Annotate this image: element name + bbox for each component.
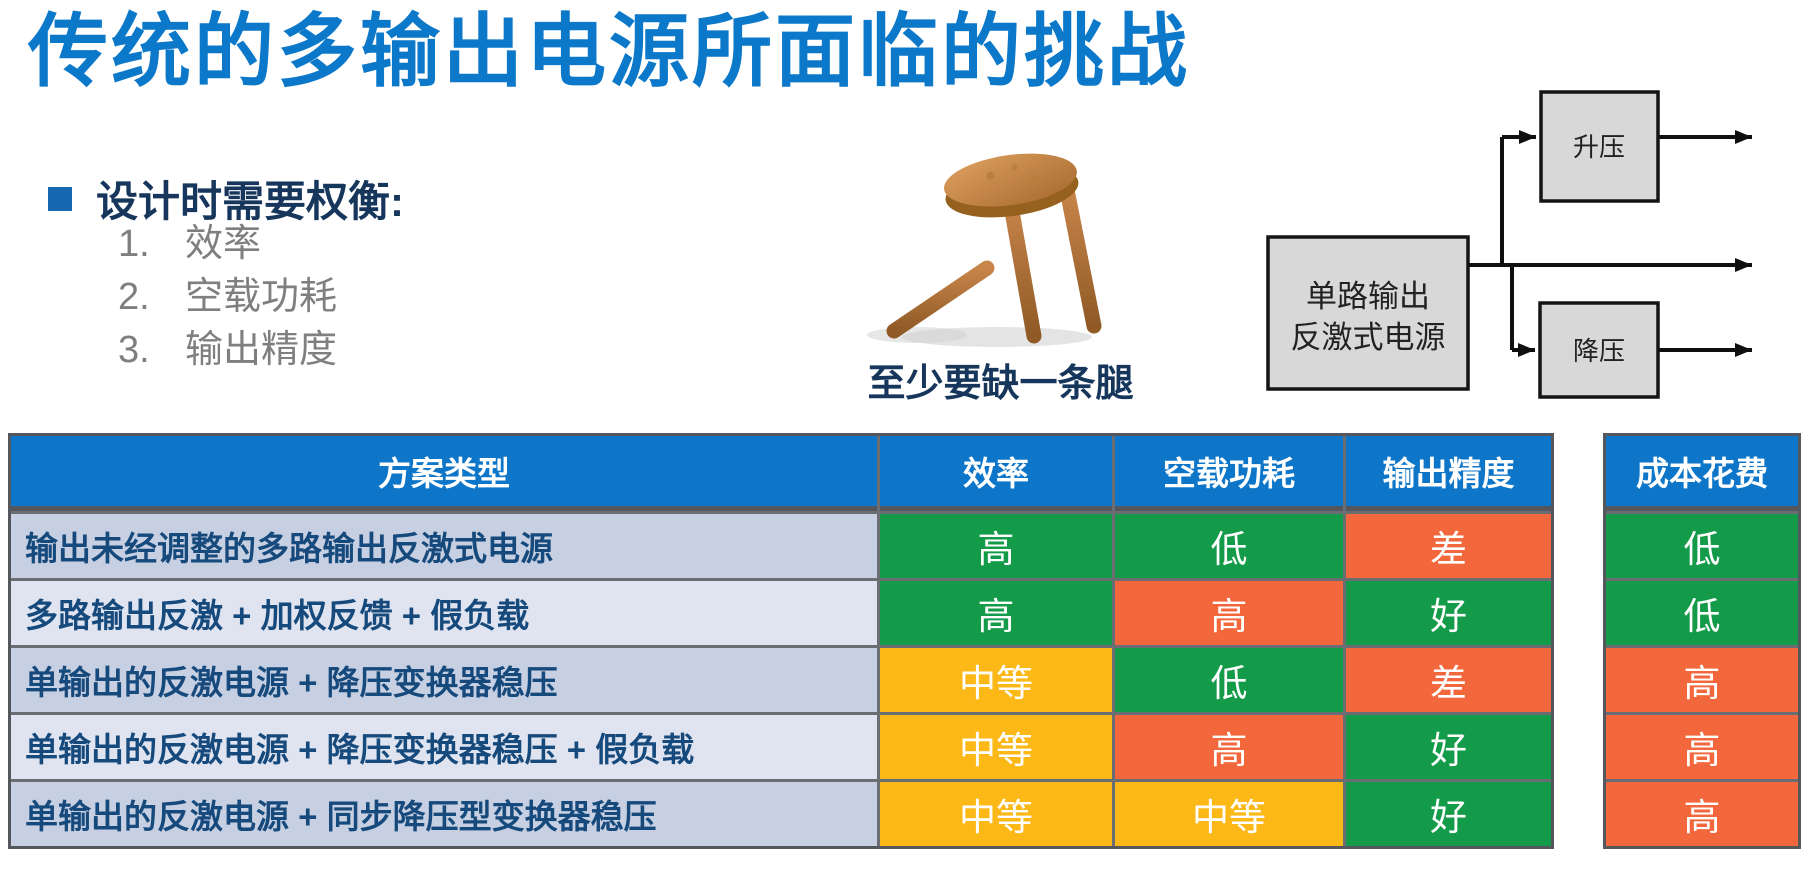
row-label: 单输出的反激电源 + 降压变换器稳压 + 假负载	[11, 715, 877, 779]
row-label: 多路输出反激 + 加权反馈 + 假负载	[11, 581, 877, 645]
power-supply-diagram: 单路输出 反激式电源 升压 降压	[1266, 90, 1752, 399]
output-accuracy-cell: 好	[1346, 581, 1551, 645]
bullet-heading: 设计时需要权衡:	[96, 178, 404, 225]
cost-table: 成本花费 低 低 高 高 高	[1603, 433, 1801, 849]
stool-leg-detached	[886, 260, 995, 339]
list-item-text: 输出精度	[185, 329, 338, 371]
list-item-number: 3.	[118, 329, 150, 371]
list-item-number: 2.	[118, 276, 150, 318]
cost-cell: 低	[1606, 581, 1798, 645]
column-header-efficiency: 效率	[880, 436, 1112, 511]
broken-stool-icon	[867, 153, 1102, 347]
no-load-power-cell: 高	[1115, 581, 1343, 645]
list-item: 2. 空载功耗	[118, 271, 337, 324]
flyback-source-label-line2: 反激式电源	[1291, 320, 1446, 355]
leg-shadow	[867, 327, 967, 343]
list-item: 3. 输出精度	[118, 324, 337, 377]
buck-label: 降压	[1573, 336, 1625, 366]
efficiency-cell: 中等	[880, 782, 1112, 846]
output-accuracy-cell: 好	[1346, 715, 1551, 779]
buck-box: 降压	[1538, 301, 1660, 399]
column-header-cost: 成本花费	[1606, 436, 1798, 511]
cost-cell: 高	[1606, 782, 1798, 846]
list-item: 1. 效率	[118, 218, 337, 271]
cost-cell: 高	[1606, 648, 1798, 712]
boost-box: 升压	[1539, 90, 1660, 203]
cost-cell: 低	[1606, 514, 1798, 578]
no-load-power-cell: 低	[1115, 648, 1343, 712]
stool-seat	[944, 153, 1079, 218]
bullet-heading-row: 设计时需要权衡:	[48, 168, 404, 229]
page-title: 传统的多输出电源所面临的挑战	[28, 7, 1190, 96]
flyback-source-box: 单路输出 反激式电源	[1266, 235, 1470, 391]
output-accuracy-cell: 差	[1346, 514, 1551, 578]
flow-arrows	[1468, 130, 1752, 357]
no-load-power-cell: 中等	[1115, 782, 1343, 846]
column-header-output-accuracy: 输出精度	[1346, 436, 1551, 511]
cost-cell: 高	[1606, 715, 1798, 779]
boost-label: 升压	[1573, 132, 1625, 162]
column-header-no-load-power: 空载功耗	[1115, 436, 1343, 511]
stool-caption: 至少要缺一条腿	[867, 363, 1134, 405]
list-item-text: 效率	[185, 223, 262, 265]
trade-off-list: 1. 效率 2. 空载功耗 3. 输出精度	[118, 218, 337, 377]
efficiency-cell: 高	[880, 581, 1112, 645]
column-header-solution-type: 方案类型	[11, 436, 877, 511]
no-load-power-cell: 低	[1115, 514, 1343, 578]
list-item-number: 1.	[118, 223, 150, 265]
no-load-power-cell: 高	[1115, 715, 1343, 779]
flyback-source-label-line1: 单路输出	[1306, 279, 1430, 314]
row-label: 单输出的反激电源 + 降压变换器稳压	[11, 648, 877, 712]
solution-comparison-table: 方案类型 效率 空载功耗 输出精度 输出未经调整的多路输出反激式电源 高 低 差…	[8, 433, 1554, 849]
stool-leg-right	[1059, 182, 1102, 334]
efficiency-cell: 中等	[880, 648, 1112, 712]
row-label: 单输出的反激电源 + 同步降压型变换器稳压	[11, 782, 877, 846]
stool-leg-front	[1002, 192, 1042, 344]
output-accuracy-cell: 差	[1346, 648, 1551, 712]
row-label: 输出未经调整的多路输出反激式电源	[11, 514, 877, 578]
list-item-text: 空载功耗	[185, 276, 338, 318]
efficiency-cell: 中等	[880, 715, 1112, 779]
bullet-square-icon	[48, 186, 72, 211]
output-accuracy-cell: 好	[1346, 782, 1551, 846]
efficiency-cell: 高	[880, 514, 1112, 578]
